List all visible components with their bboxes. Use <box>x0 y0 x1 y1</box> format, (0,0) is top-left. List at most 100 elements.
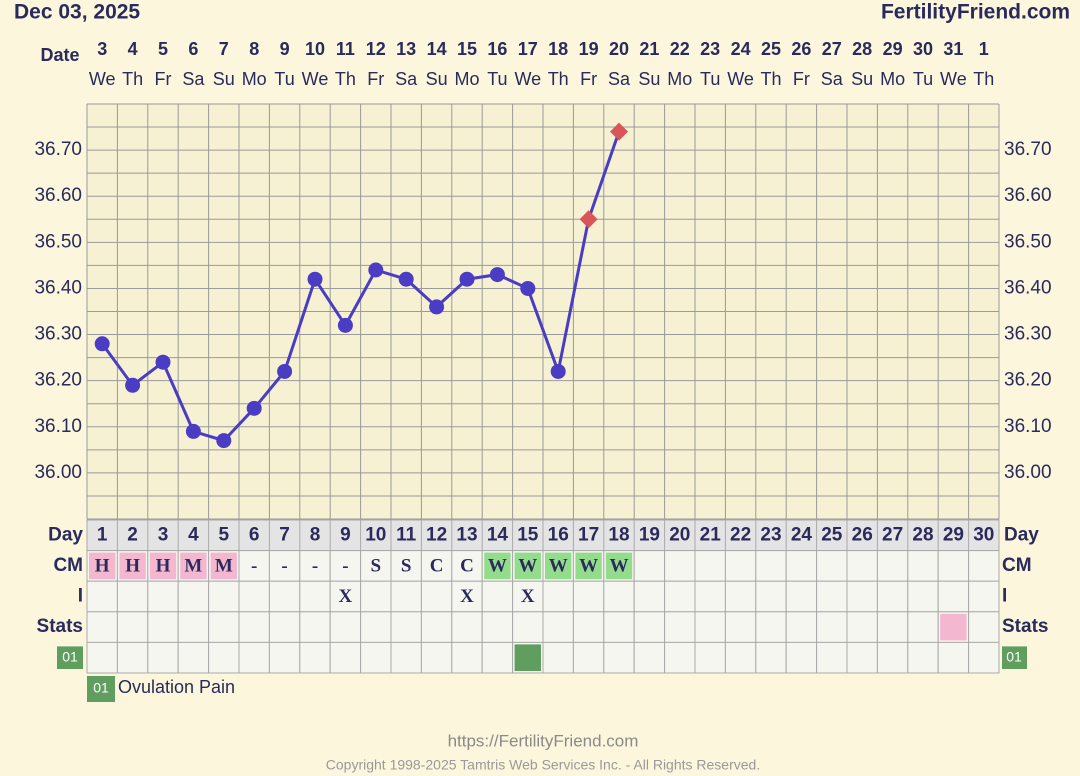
date-label: 15 <box>457 39 477 59</box>
table-cell <box>724 580 757 613</box>
table-cell <box>329 611 362 643</box>
y-tick-label: 36.40 <box>34 277 82 298</box>
table-cell <box>481 611 514 643</box>
y-tick-label-right: 36.50 <box>1004 231 1052 252</box>
day-number: 11 <box>396 524 417 545</box>
cell-text: C <box>460 555 474 576</box>
y-tick-label-right: 36.40 <box>1004 277 1052 298</box>
weekday-label: Th <box>335 69 356 89</box>
table-cell <box>785 580 818 613</box>
table-cell <box>937 580 970 613</box>
row-label-box <box>57 646 83 669</box>
weekday-label: Th <box>973 69 994 89</box>
table-cell <box>876 641 909 674</box>
weekday-label: Su <box>638 69 660 89</box>
table-cell <box>816 641 848 674</box>
table-cell <box>846 580 878 613</box>
point <box>610 122 628 141</box>
cell-highlight <box>210 552 237 580</box>
point <box>125 377 141 393</box>
y-tick-label: 36.70 <box>34 139 82 160</box>
table-cell <box>846 550 878 582</box>
date-label: 11 <box>336 39 355 59</box>
date-label: 24 <box>731 39 751 59</box>
cell-text: W <box>579 555 598 576</box>
day-number: 9 <box>340 524 351 545</box>
table-cell <box>785 611 818 643</box>
date-label: 14 <box>427 39 447 59</box>
date-label: 13 <box>396 39 416 59</box>
table-cell <box>360 641 392 674</box>
table-cell <box>664 641 696 674</box>
point <box>277 363 293 379</box>
cell-text: W <box>518 555 537 576</box>
table-cell <box>633 550 666 582</box>
header-date: Dec 03, 2025 <box>14 1 140 24</box>
weekday-label: Fr <box>367 69 384 89</box>
table-cell <box>208 641 240 674</box>
table-cell <box>238 580 270 613</box>
y-tick-label-right: 36.70 <box>1004 139 1052 160</box>
day-number: 3 <box>158 524 169 545</box>
cell-text: S <box>401 555 412 576</box>
cell-text: C <box>430 555 444 576</box>
row-label-right: 01 <box>1006 648 1022 664</box>
day-number: 24 <box>791 524 813 545</box>
cell-text: S <box>371 555 382 576</box>
table-cell <box>724 550 757 582</box>
day-number: 21 <box>700 524 722 545</box>
weekday-label: Th <box>760 69 781 89</box>
date-label: 28 <box>852 39 872 59</box>
table-cell <box>968 550 1000 582</box>
table-cell <box>86 641 118 674</box>
day-number: 15 <box>517 524 539 545</box>
row-label-right: Day <box>1004 524 1039 545</box>
date-label: 16 <box>487 39 507 59</box>
day-number: 5 <box>219 524 230 545</box>
weekday-label: Mo <box>454 69 479 89</box>
table-cell <box>147 611 179 643</box>
table-cell <box>268 550 301 582</box>
point <box>337 317 353 333</box>
footer-url: https://FertilityFriend.com <box>448 731 639 750</box>
weekday-label: We <box>940 69 967 89</box>
table-cell <box>907 550 939 582</box>
row-label: CM <box>53 555 83 576</box>
header-site: FertilityFriend.com <box>881 1 1070 24</box>
cell-text: H <box>125 555 140 576</box>
table-cell <box>238 611 270 643</box>
table-cell <box>208 580 240 613</box>
table-cell <box>907 580 939 613</box>
day-number: 18 <box>608 524 629 545</box>
date-label: 21 <box>639 39 659 59</box>
cell-text: X <box>460 586 474 607</box>
point <box>246 400 262 416</box>
table-cell <box>390 550 422 582</box>
day-number: 4 <box>188 524 199 545</box>
weekday-label: Fr <box>793 69 810 89</box>
date-label: 4 <box>128 39 138 59</box>
cell-text: - <box>312 555 318 576</box>
y-tick-label-right: 36.20 <box>1004 370 1052 391</box>
table-cell <box>268 580 301 613</box>
table-cell <box>360 580 392 613</box>
point <box>368 262 384 278</box>
table-cell <box>451 641 483 674</box>
table-cell <box>177 580 210 613</box>
y-tick-label: 36.10 <box>34 416 82 437</box>
cell-text: - <box>251 555 257 576</box>
row-label: 01 <box>62 648 78 664</box>
y-tick-label: 36.20 <box>34 370 82 391</box>
day-number: 20 <box>669 524 690 545</box>
cell-text: - <box>342 555 348 576</box>
date-label: 12 <box>366 39 386 59</box>
day-number: 17 <box>578 524 599 545</box>
day-number: 16 <box>548 524 569 545</box>
day-number: 23 <box>760 524 781 545</box>
point <box>185 423 201 439</box>
point <box>216 433 232 449</box>
table-cell <box>694 611 726 643</box>
weekday-label: We <box>727 69 754 89</box>
table-cell <box>755 580 787 613</box>
